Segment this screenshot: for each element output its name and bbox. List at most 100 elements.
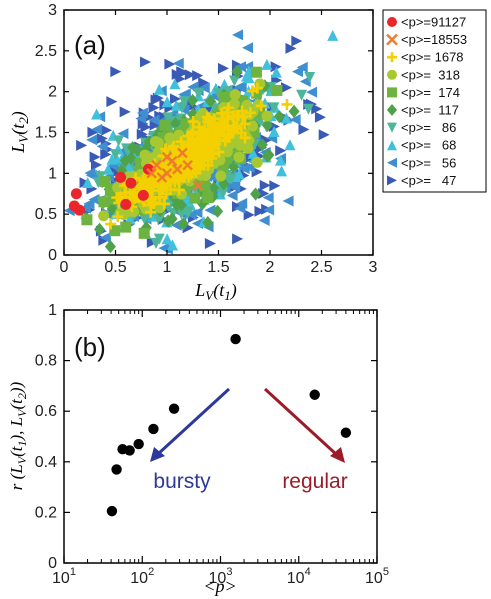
point-plus — [158, 198, 170, 210]
legend-label: <p>=91127 — [401, 15, 466, 30]
point-square — [202, 192, 214, 204]
y-tick-label: 1 — [48, 165, 57, 182]
point-triangle-right — [146, 236, 158, 248]
point-triangle-right — [140, 56, 152, 68]
point-triangle-right — [136, 128, 148, 140]
legend-marker-triangle-down — [387, 122, 397, 133]
point-triangle-right — [285, 42, 297, 54]
point-triangle-right — [198, 77, 210, 89]
point-triangle-left — [236, 197, 248, 209]
legend-marker-triangle-right — [387, 175, 397, 186]
point-triangle-right — [149, 119, 161, 131]
point-plus — [281, 98, 293, 110]
point-triangle-right — [96, 132, 108, 144]
point-triangle-up — [153, 83, 165, 95]
point-triangle-right — [89, 151, 101, 163]
panel-label-a: (a) — [74, 30, 106, 60]
legend-label: <p>= 318 — [401, 67, 460, 82]
point-square — [159, 119, 171, 131]
y-tick-label: 3 — [48, 2, 57, 19]
point-square — [199, 180, 211, 192]
point-plus — [112, 211, 124, 223]
point-triangle-left — [148, 114, 160, 126]
point-square — [250, 66, 262, 78]
point-plus — [168, 140, 180, 152]
point-plus — [230, 121, 242, 133]
point-plus — [206, 152, 218, 164]
point-triangle-down — [109, 149, 121, 161]
point-circle — [137, 189, 149, 201]
point-triangle-right — [106, 96, 118, 108]
point-x — [182, 159, 193, 171]
point-diamond — [256, 138, 268, 152]
point-triangle-up — [233, 168, 245, 180]
legend-label: <p>= 1678 — [401, 50, 464, 65]
legend-marker-triangle-left — [387, 157, 397, 168]
legend-label: <p>= 68 — [401, 138, 456, 153]
point-square — [176, 180, 188, 192]
x-axis-label-b: <p> — [203, 576, 236, 596]
point-triangle-right — [254, 205, 266, 217]
point-square — [138, 227, 150, 239]
y-tick-label: 0.2 — [35, 504, 57, 521]
point-triangle-up — [169, 78, 181, 90]
data-point — [309, 389, 320, 400]
y-axis-label-b: r (LV(t1), LV(t2)) — [7, 381, 29, 490]
point-plus — [160, 188, 172, 200]
point-diamond — [263, 148, 275, 162]
regular-arrowhead — [330, 447, 345, 463]
point-square — [271, 84, 283, 96]
point-diamond — [231, 64, 243, 78]
x-tick-label: 0.5 — [104, 259, 126, 276]
point-triangle-right — [100, 149, 112, 161]
point-plus — [244, 107, 256, 119]
y-tick-label: 0.6 — [35, 403, 57, 420]
point-triangle-left — [282, 195, 294, 207]
point-circle — [118, 208, 130, 220]
x-tick-label: 2 — [266, 259, 275, 276]
legend-marker-circle — [387, 17, 397, 27]
point-diamond — [177, 217, 189, 231]
point-circle — [233, 151, 245, 163]
point-triangle-right — [119, 106, 131, 118]
point-diamond — [273, 109, 285, 124]
bursty-arrowhead — [150, 447, 165, 462]
point-plus — [247, 85, 259, 97]
point-triangle-left — [258, 215, 270, 227]
point-square — [157, 132, 169, 144]
point-square — [98, 196, 110, 208]
point-circle — [152, 137, 164, 149]
point-plus — [208, 117, 220, 129]
y-tick-label: 1 — [48, 302, 57, 319]
point-plus — [175, 136, 187, 148]
regular-arrow — [263, 387, 339, 457]
point-x — [151, 159, 163, 171]
point-square — [109, 225, 121, 237]
point-triangle-right — [110, 66, 122, 78]
point-square — [254, 107, 266, 119]
point-triangle-right — [280, 82, 292, 94]
point-square — [108, 194, 120, 206]
point-triangle-up — [167, 239, 179, 251]
point-diamond — [119, 153, 131, 168]
x-tick-label: 105 — [365, 566, 389, 587]
point-diamond — [162, 214, 174, 228]
point-plus — [183, 171, 195, 183]
x-tick-label: 3 — [369, 259, 378, 276]
point-plus — [198, 159, 210, 171]
legend-marker-square — [387, 87, 397, 98]
point-diamond — [171, 198, 183, 212]
y-tick-label: 2.5 — [35, 43, 57, 60]
data-point — [340, 427, 352, 438]
point-plus — [142, 179, 154, 191]
data-point — [106, 505, 118, 517]
point-triangle-right — [291, 35, 303, 47]
point-triangle-right — [231, 201, 243, 213]
point-triangle-down — [225, 173, 237, 185]
point-plus — [155, 178, 167, 190]
point-triangle-right — [314, 111, 326, 123]
point-triangle-right — [259, 179, 271, 191]
point-diamond — [250, 187, 262, 201]
point-circle — [112, 182, 124, 194]
point-plus — [196, 130, 208, 142]
